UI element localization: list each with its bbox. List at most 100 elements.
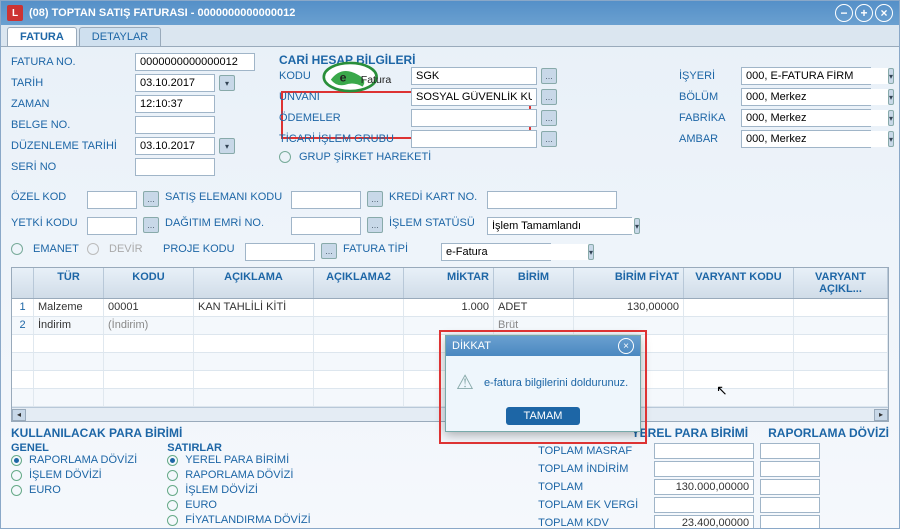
satis-elemani-field[interactable] <box>291 191 361 209</box>
val-toplam-masraf <box>654 443 754 459</box>
fatura-tipi-combo[interactable]: ▾ <box>441 243 551 261</box>
fatura-no-field[interactable] <box>135 53 255 71</box>
col-kodu[interactable]: KODU <box>104 268 194 298</box>
duzenleme-picker-icon[interactable]: ▾ <box>219 138 235 154</box>
tarih-picker-icon[interactable]: ▾ <box>219 75 235 91</box>
col-birim[interactable]: BİRİM <box>494 268 574 298</box>
label-bolum: BÖLÜM <box>679 91 737 103</box>
col-varyant-kodu[interactable]: VARYANT KODU <box>684 268 794 298</box>
ozel-kod-field[interactable] <box>87 191 137 209</box>
totals-header-raporlama: RAPORLAMA DÖVİZİ <box>768 426 889 440</box>
dagitim-field[interactable] <box>291 217 361 235</box>
label-duzenleme: DÜZENLEME TARİHİ <box>11 140 131 152</box>
label-toplam-kdv: TOPLAM KDV <box>538 517 648 528</box>
satis-lookup-icon[interactable]: … <box>367 191 383 207</box>
dialog-ok-button[interactable]: TAMAM <box>506 407 581 425</box>
val-toplam: 130.000,00000 <box>654 479 754 495</box>
label-grup-sirket: GRUP ŞİRKET HAREKETİ <box>299 151 431 163</box>
app-icon: L <box>7 5 23 21</box>
warning-dialog: DİKKAT× ⚠e-fatura bilgilerini doldurunuz… <box>445 335 641 432</box>
radio-yerel-para[interactable] <box>167 455 178 466</box>
val-ek-vergi <box>654 497 754 513</box>
bolum-combo[interactable]: ▾ <box>741 88 871 106</box>
ozel-lookup-icon[interactable]: … <box>143 191 159 207</box>
label-toplam: TOPLAM <box>538 481 648 493</box>
titlebar: L (08) TOPTAN SATIŞ FATURASI - 000000000… <box>1 1 899 25</box>
ambar-combo[interactable]: ▾ <box>741 130 871 148</box>
cari-kodu-lookup-icon[interactable]: … <box>541 68 557 84</box>
label-kredi-kart: KREDİ KART NO. <box>389 191 481 209</box>
label-fatura-tipi: FATURA TİPİ <box>343 243 435 261</box>
chevron-down-icon[interactable]: ▾ <box>888 89 894 105</box>
grup-sirket-checkbox[interactable] <box>279 151 291 163</box>
fabrika-combo[interactable]: ▾ <box>741 109 871 127</box>
radio-islem-dovizi[interactable] <box>11 470 22 481</box>
minimize-icon[interactable]: − <box>835 4 853 22</box>
tarih-field[interactable] <box>135 74 215 92</box>
chevron-down-icon[interactable]: ▾ <box>588 244 594 260</box>
tab-fatura[interactable]: FATURA <box>7 27 77 46</box>
label-kodu: KODU <box>279 70 407 82</box>
maximize-icon[interactable]: + <box>855 4 873 22</box>
val-kdv: 23.400,00000 <box>654 515 754 528</box>
label-seri: SERİ NO <box>11 161 131 173</box>
label-emanet: EMANET <box>33 243 81 261</box>
col-miktar[interactable]: MİKTAR <box>404 268 494 298</box>
col-aciklama2[interactable]: AÇIKLAMA2 <box>314 268 404 298</box>
table-row[interactable]: 2 İndirim (İndirim) Brüt <box>12 317 888 335</box>
chevron-down-icon[interactable]: ▾ <box>634 218 640 234</box>
devir-checkbox <box>87 243 99 255</box>
cari-unvani-lookup-icon[interactable]: … <box>541 89 557 105</box>
radio-satir-euro[interactable] <box>167 500 178 511</box>
odemeler-field[interactable] <box>411 109 537 127</box>
col-varyant-acik[interactable]: VARYANT AÇIKL... <box>794 268 888 298</box>
label-unvani: UNVANI <box>279 91 407 103</box>
ticari-lookup-icon[interactable]: … <box>541 131 557 147</box>
seri-field[interactable] <box>135 158 215 176</box>
label-ticari: TİCARİ İŞLEM GRUBU <box>279 133 407 145</box>
duzenleme-field[interactable] <box>135 137 215 155</box>
label-yetki: YETKİ KODU <box>11 217 81 235</box>
label-islem-statusu: İŞLEM STATÜSÜ <box>389 217 481 235</box>
yetki-lookup-icon[interactable]: … <box>143 217 159 233</box>
label-satis-elemani: SATIŞ ELEMANI KODU <box>165 191 285 209</box>
chevron-down-icon[interactable]: ▾ <box>888 131 894 147</box>
col-aciklama[interactable]: AÇIKLAMA <box>194 268 314 298</box>
proje-field[interactable] <box>245 243 315 261</box>
close-icon[interactable]: × <box>875 4 893 22</box>
dagitim-lookup-icon[interactable]: … <box>367 217 383 233</box>
table-row[interactable]: 1 Malzeme 00001 KAN TAHLİLİ KİTİ 1.000 A… <box>12 299 888 317</box>
cari-unvani-field[interactable] <box>411 88 537 106</box>
radio-euro[interactable] <box>11 485 22 496</box>
chevron-down-icon[interactable]: ▾ <box>888 68 894 84</box>
kredi-kart-field[interactable] <box>487 191 617 209</box>
label-toplam-masraf: TOPLAM MASRAF <box>538 445 648 457</box>
ticari-field[interactable] <box>411 130 537 148</box>
emanet-checkbox[interactable] <box>11 243 23 255</box>
para-birimi-title: KULLANILACAK PARA BİRİMİ <box>11 426 371 440</box>
col-tur[interactable]: TÜR <box>34 268 104 298</box>
label-satirlar: SATIRLAR <box>167 442 311 454</box>
label-genel: GENEL <box>11 442 137 454</box>
radio-satir-islem[interactable] <box>167 485 178 496</box>
radio-raporlama-dovizi[interactable] <box>11 455 22 466</box>
dialog-close-icon[interactable]: × <box>618 338 634 354</box>
dialog-title: DİKKAT <box>452 340 491 352</box>
belge-field[interactable] <box>135 116 215 134</box>
proje-lookup-icon[interactable]: … <box>321 243 337 259</box>
label-proje: PROJE KODU <box>163 243 239 261</box>
cari-kodu-field[interactable] <box>411 67 537 85</box>
islem-statusu-combo[interactable]: ▾ <box>487 217 632 235</box>
yetki-kod-field[interactable] <box>87 217 137 235</box>
label-fabrika: FABRİKA <box>679 112 737 124</box>
label-devir: DEVİR <box>109 243 157 261</box>
radio-fiyatlandirma[interactable] <box>167 515 178 526</box>
cari-title: CARİ HESAP BİLGİLERİ <box>279 53 671 67</box>
tab-detaylar[interactable]: DETAYLAR <box>79 27 161 46</box>
chevron-down-icon[interactable]: ▾ <box>888 110 894 126</box>
col-birim-fiyat[interactable]: BİRİM FİYAT <box>574 268 684 298</box>
zaman-field[interactable] <box>135 95 215 113</box>
radio-satir-raporlama[interactable] <box>167 470 178 481</box>
odemeler-lookup-icon[interactable]: … <box>541 110 557 126</box>
isyeri-combo[interactable]: ▾ <box>741 67 871 85</box>
